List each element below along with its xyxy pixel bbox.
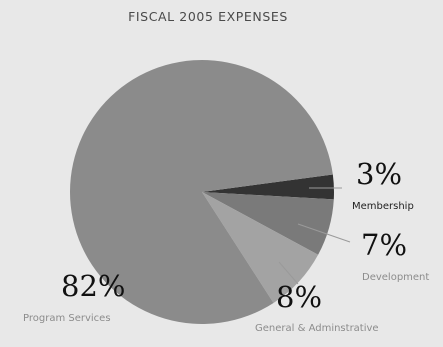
- general-admin-leader-line: [278, 261, 299, 285]
- general-admin-label: General & Adminstrative: [255, 323, 379, 334]
- membership-percent-label: 3%: [356, 157, 402, 191]
- development-leader-line: [297, 223, 351, 243]
- pie-slice-general-adminstrative: [202, 192, 319, 303]
- development-label: Development: [362, 272, 429, 283]
- general-admin-percent-label: 8%: [276, 280, 322, 314]
- program-services-percent-label: 82%: [61, 269, 125, 303]
- membership-label: Membership: [352, 201, 414, 212]
- development-percent-label: 7%: [361, 228, 407, 262]
- chart-title: FISCAL 2005 EXPENSES: [128, 9, 288, 24]
- program-services-label: Program Services: [23, 313, 111, 324]
- pie-slices: [69, 59, 334, 324]
- pie-slice-program-services: [69, 59, 333, 324]
- pie-slice-membership: [202, 174, 334, 200]
- pie-slice-development: [202, 192, 334, 255]
